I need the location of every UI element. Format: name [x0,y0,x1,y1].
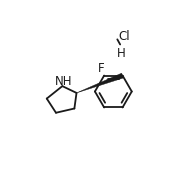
Polygon shape [77,73,124,93]
Text: H: H [117,47,126,60]
Text: Cl: Cl [118,31,130,43]
Text: NH: NH [55,75,73,88]
Text: F: F [98,62,105,75]
